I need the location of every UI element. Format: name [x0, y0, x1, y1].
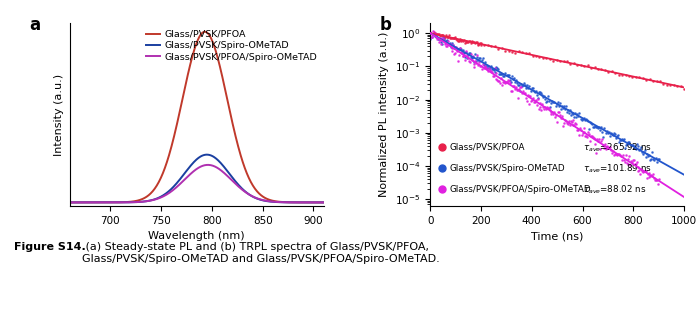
Glass/PVSK/Spiro-OMeTAD	[66, 201, 74, 205]
Glass/PVSK/Spiro-OMeTAD	[202, 153, 211, 157]
Y-axis label: Normalized PL intensity (a.u.): Normalized PL intensity (a.u.)	[380, 32, 389, 197]
Text: b: b	[380, 16, 392, 34]
X-axis label: Time (ns): Time (ns)	[531, 231, 584, 241]
Text: $\tau_{ave}$=265.92 ns: $\tau_{ave}$=265.92 ns	[583, 141, 651, 154]
Glass/PVSK/PFOA/Spiro-OMeTAD	[203, 163, 211, 167]
Line: Glass/PVSK/Spiro-OMeTAD: Glass/PVSK/Spiro-OMeTAD	[70, 155, 324, 203]
Y-axis label: Intensity (a.u.): Intensity (a.u.)	[54, 73, 64, 156]
Glass/PVSK/Spiro-OMeTAD	[314, 201, 322, 205]
Text: Glass/PVSK/PFOA/Spiro-OMeTAD: Glass/PVSK/PFOA/Spiro-OMeTAD	[450, 185, 591, 194]
Glass/PVSK/PFOA	[188, 56, 196, 60]
Glass/PVSK/PFOA/Spiro-OMeTAD	[66, 201, 74, 205]
Glass/PVSK/PFOA/Spiro-OMeTAD	[188, 171, 196, 175]
Legend: Glass/PVSK/PFOA, Glass/PVSK/Spiro-OMeTAD, Glass/PVSK/PFOA/Spiro-OMeTAD: Glass/PVSK/PFOA, Glass/PVSK/Spiro-OMeTAD…	[144, 28, 319, 63]
Text: Figure S14.: Figure S14.	[14, 242, 86, 252]
Glass/PVSK/PFOA/Spiro-OMeTAD	[217, 169, 225, 173]
Glass/PVSK/PFOA	[320, 201, 328, 205]
Glass/PVSK/PFOA	[217, 71, 225, 75]
X-axis label: Wavelength (nm): Wavelength (nm)	[149, 231, 245, 241]
Text: Glass/PVSK/Spiro-OMeTAD: Glass/PVSK/Spiro-OMeTAD	[450, 164, 565, 173]
Text: $\tau_{ave}$=88.02 ns: $\tau_{ave}$=88.02 ns	[583, 183, 646, 196]
Text: (a) Steady-state PL and (b) TRPL spectra of Glass/PVSK/PFOA,
Glass/PVSK/Spiro-OM: (a) Steady-state PL and (b) TRPL spectra…	[82, 242, 440, 264]
Line: Glass/PVSK/PFOA/Spiro-OMeTAD: Glass/PVSK/PFOA/Spiro-OMeTAD	[70, 165, 324, 203]
Glass/PVSK/Spiro-OMeTAD	[217, 162, 225, 166]
Line: Glass/PVSK/PFOA: Glass/PVSK/PFOA	[70, 32, 324, 203]
Glass/PVSK/Spiro-OMeTAD	[320, 201, 328, 205]
Glass/PVSK/PFOA/Spiro-OMeTAD	[320, 201, 328, 205]
Glass/PVSK/PFOA/Spiro-OMeTAD	[314, 201, 322, 205]
Glass/PVSK/PFOA	[274, 200, 283, 204]
Glass/PVSK/PFOA	[203, 31, 211, 35]
Glass/PVSK/PFOA/Spiro-OMeTAD	[203, 163, 211, 167]
Glass/PVSK/PFOA/Spiro-OMeTAD	[274, 200, 283, 204]
Glass/PVSK/PFOA/Spiro-OMeTAD	[186, 172, 195, 176]
Glass/PVSK/PFOA	[200, 30, 209, 34]
Glass/PVSK/Spiro-OMeTAD	[203, 153, 211, 157]
Text: $\tau_{ave}$=101.89 ns: $\tau_{ave}$=101.89 ns	[583, 162, 651, 175]
Glass/PVSK/Spiro-OMeTAD	[274, 200, 283, 204]
Text: Glass/PVSK/PFOA: Glass/PVSK/PFOA	[450, 143, 525, 152]
Text: a: a	[29, 16, 40, 34]
Glass/PVSK/Spiro-OMeTAD	[188, 162, 196, 166]
Glass/PVSK/PFOA	[314, 201, 322, 205]
Glass/PVSK/PFOA	[186, 62, 195, 66]
Glass/PVSK/PFOA	[66, 201, 74, 205]
Glass/PVSK/Spiro-OMeTAD	[186, 164, 195, 168]
